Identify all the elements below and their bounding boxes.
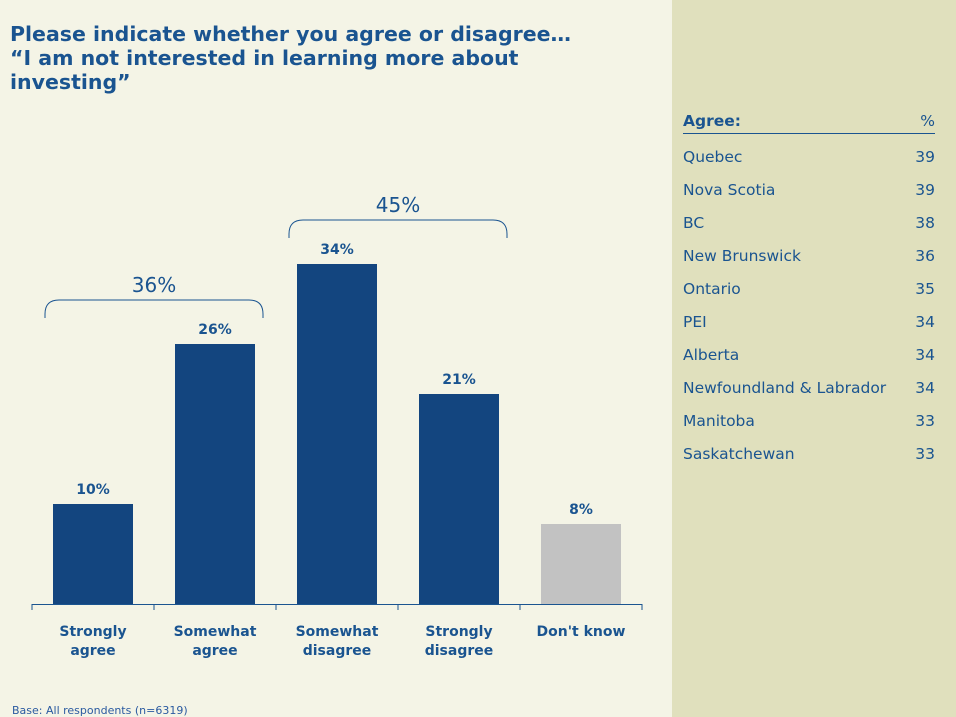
data-label: 21% <box>442 372 476 388</box>
province-name: BC <box>683 213 705 232</box>
province-name: Nova Scotia <box>683 180 776 199</box>
table-rows: Quebec 39 Nova Scotia 39 BC 38 New Brunswick 36… <box>683 140 935 470</box>
province-value: 34 <box>915 378 935 397</box>
province-name: Manitoba <box>683 411 755 430</box>
bar <box>175 344 255 604</box>
data-label: 34% <box>320 242 354 258</box>
bar <box>541 524 621 604</box>
chart-title: Please indicate whether you agree or dis… <box>10 22 650 94</box>
table-row: Nova Scotia 39 <box>683 173 935 206</box>
table-panel <box>672 0 956 717</box>
province-name: Saskatchewan <box>683 444 795 463</box>
province-value: 39 <box>915 180 935 199</box>
table-header-label: Agree: <box>683 112 741 130</box>
group-total-label: 45% <box>376 193 420 217</box>
province-name: PEI <box>683 312 707 331</box>
title-line-3: investing” <box>10 70 131 94</box>
base-footnote: Base: All respondents (n=6319) <box>12 704 188 717</box>
table-row: Saskatchewan 33 <box>683 437 935 470</box>
province-name: New Brunswick <box>683 246 801 265</box>
category-label: Strongly <box>59 624 126 640</box>
title-line-2: “I am not interested in learning more ab… <box>10 46 519 70</box>
data-label: 10% <box>76 482 110 498</box>
province-name: Ontario <box>683 279 741 298</box>
province-value: 38 <box>915 213 935 232</box>
data-label: 8% <box>569 502 593 518</box>
bar <box>297 264 377 604</box>
category-label: disagree <box>425 643 494 659</box>
province-name: Newfoundland & Labrador <box>683 378 887 397</box>
category-label: agree <box>70 643 115 659</box>
table-row: BC 38 <box>683 206 935 239</box>
province-value: 33 <box>915 411 935 430</box>
province-value: 39 <box>915 147 935 166</box>
table-row: Quebec 39 <box>683 140 935 173</box>
title-line-1: Please indicate whether you agree or dis… <box>10 22 572 46</box>
category-label: Don't know <box>537 624 626 640</box>
table-row: Manitoba 33 <box>683 404 935 437</box>
group-bracket <box>288 219 508 238</box>
province-value: 33 <box>915 444 935 463</box>
province-value: 35 <box>915 279 935 298</box>
table-row: Ontario 35 <box>683 272 935 305</box>
category-label: agree <box>192 643 237 659</box>
bar-chart: 10% Strongly agree 26% Somewhat agree 34% Somew… <box>31 193 643 659</box>
category-label: disagree <box>303 643 372 659</box>
province-value: 36 <box>915 246 935 265</box>
data-label: 26% <box>198 322 232 338</box>
province-agree-table: Agree: % Quebec 39 Nova Scotia 39 BC 38 New Br… <box>683 108 935 470</box>
table-header-unit: % <box>920 112 935 130</box>
province-name: Alberta <box>683 345 740 364</box>
bar <box>53 504 133 604</box>
province-value: 34 <box>915 312 935 331</box>
table-row: Newfoundland & Labrador 34 <box>683 371 935 404</box>
table-header: Agree: % <box>683 108 935 134</box>
province-name: Quebec <box>683 147 743 166</box>
table-row: PEI 34 <box>683 305 935 338</box>
bar <box>419 394 499 604</box>
province-value: 34 <box>915 345 935 364</box>
table-row: New Brunswick 36 <box>683 239 935 272</box>
category-label: Somewhat <box>174 624 257 640</box>
category-label: Strongly <box>425 624 492 640</box>
group-total-label: 36% <box>132 273 176 297</box>
group-bracket <box>44 299 264 318</box>
category-label: Somewhat <box>296 624 379 640</box>
table-row: Alberta 34 <box>683 338 935 371</box>
